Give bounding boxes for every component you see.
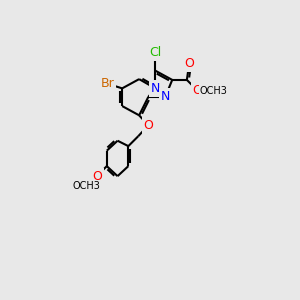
Text: O: O — [184, 57, 194, 70]
Text: O: O — [143, 119, 153, 132]
Text: Br: Br — [101, 77, 114, 90]
Text: O: O — [92, 169, 102, 183]
Text: O: O — [193, 84, 202, 97]
Text: OCH3: OCH3 — [72, 181, 100, 191]
Text: N: N — [151, 82, 160, 95]
Text: N: N — [160, 90, 170, 103]
Text: Cl: Cl — [149, 46, 161, 59]
Text: OCH3: OCH3 — [200, 86, 228, 96]
